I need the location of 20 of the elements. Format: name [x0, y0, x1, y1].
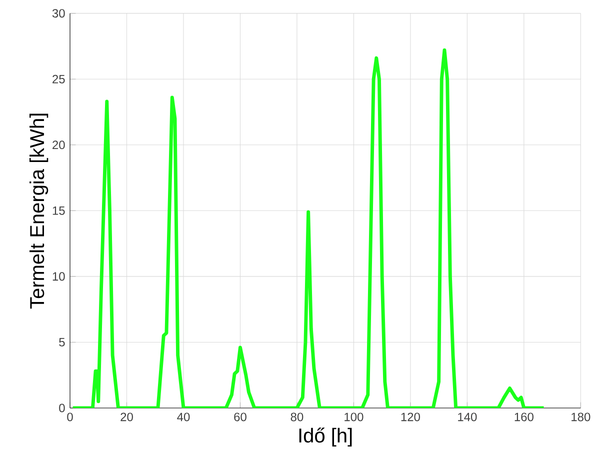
x-tick-label: 0 [67, 412, 73, 422]
y-tick-label: 30 [52, 9, 65, 18]
x-tick-label: 80 [290, 412, 304, 422]
y-tick-label: 0 [59, 404, 65, 412]
x-tick-label: 160 [514, 412, 534, 422]
y-tick-label: 5 [59, 338, 65, 346]
y-axis-title: Termelt Energia [kWh] [29, 114, 48, 309]
y-tick-label: 20 [52, 140, 65, 150]
y-tick-label: 10 [52, 272, 65, 281]
x-tick-label: 20 [120, 412, 133, 422]
x-tick-label: 60 [234, 412, 246, 422]
x-tick-label: 40 [177, 412, 190, 422]
x-axis-title: Idő [h] [299, 428, 352, 447]
x-tick-label: 100 [344, 412, 364, 422]
x-tick-label: 180 [572, 412, 590, 422]
y-tick-label: 15 [52, 206, 65, 215]
x-tick-label: 120 [401, 412, 420, 422]
line-series [71, 48, 546, 408]
x-tick-label: 140 [458, 412, 477, 422]
y-tick-label: 25 [52, 74, 65, 84]
